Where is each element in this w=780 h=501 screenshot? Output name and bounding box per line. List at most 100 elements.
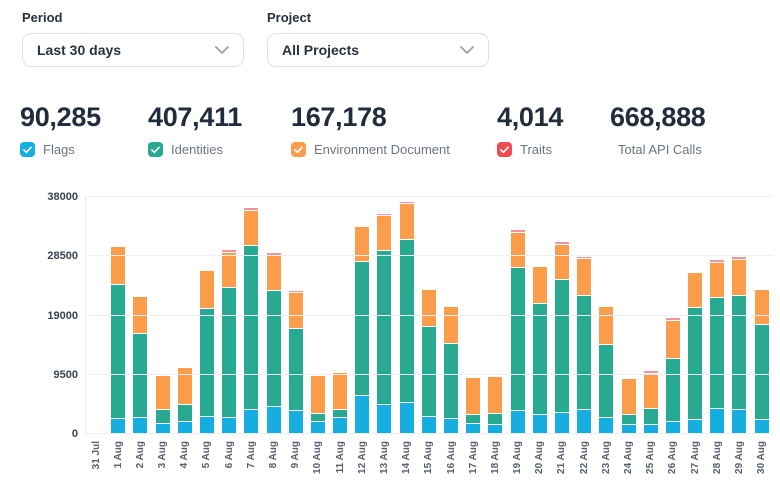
x-tick-label: 30 Aug <box>756 441 768 474</box>
bar-segment-environment-document <box>177 368 192 404</box>
bar-segment-traits <box>643 371 658 373</box>
bar-27-aug[interactable] <box>684 197 706 434</box>
check-icon <box>23 146 32 153</box>
x-tick-label: 27 Aug <box>689 441 701 474</box>
bar-segment-traits <box>577 256 592 259</box>
gridline <box>85 255 773 257</box>
bar-segment-flags <box>444 419 458 434</box>
bar-23-aug[interactable] <box>595 197 617 434</box>
bar-20-aug[interactable] <box>529 197 551 434</box>
check-icon <box>151 146 160 153</box>
check-icon <box>294 146 303 153</box>
bar-segment-flags <box>177 422 192 434</box>
bar-segment-flags <box>554 412 569 434</box>
bar-19-aug[interactable] <box>507 197 529 434</box>
bar-15-aug[interactable] <box>418 197 440 434</box>
y-tick-label: 9500 <box>53 368 78 381</box>
bar-14-aug[interactable] <box>396 197 418 434</box>
bar-6-aug[interactable] <box>218 197 240 434</box>
bar-22-aug[interactable] <box>573 197 595 434</box>
x-tick-label: 9 Aug <box>290 441 302 469</box>
bar-segment-environment-document <box>488 376 503 413</box>
traits-checkbox[interactable] <box>497 142 512 158</box>
bar-10-aug[interactable] <box>307 197 329 434</box>
bar-segment-identities <box>488 413 503 424</box>
bar-29-aug[interactable] <box>728 197 750 434</box>
bar-segment-flags <box>310 422 325 434</box>
bar-segment-flags <box>155 423 170 434</box>
bar-9-aug[interactable] <box>285 197 307 434</box>
bar-segment-identities <box>266 291 281 407</box>
bar-segment-environment-document <box>288 293 303 328</box>
gridline <box>85 373 773 375</box>
bar-4-aug[interactable] <box>174 197 196 434</box>
bar-7-aug[interactable] <box>240 197 262 434</box>
bar-segment-identities <box>111 284 126 419</box>
bar-segment-flags <box>532 414 547 434</box>
bar-21-aug[interactable] <box>551 197 573 434</box>
bar-28-aug[interactable] <box>706 197 728 434</box>
gridline <box>85 433 773 434</box>
bar-segment-identities <box>244 245 259 409</box>
bar-segment-flags <box>199 417 214 434</box>
bar-26-aug[interactable] <box>662 197 684 434</box>
bar-31-jul[interactable] <box>85 197 107 434</box>
bar-30-aug[interactable] <box>751 197 773 434</box>
bar-segment-flags <box>288 411 303 434</box>
bar-18-aug[interactable] <box>484 197 506 434</box>
bar-segment-identities <box>643 409 658 424</box>
bar-segment-identities <box>177 404 192 422</box>
bar-segment-environment-document <box>688 272 703 307</box>
bar-segment-flags <box>266 407 281 434</box>
bar-3-aug[interactable] <box>152 197 174 434</box>
bar-segment-environment-document <box>333 373 348 409</box>
bar-segment-traits <box>510 230 525 232</box>
x-tick-label: 18 Aug <box>489 441 501 474</box>
bar-16-aug[interactable] <box>440 197 462 434</box>
bar-segment-identities <box>399 239 414 402</box>
bar-segment-environment-document <box>754 290 769 325</box>
period-filter: Period Last 30 days <box>22 10 244 67</box>
x-tick-label: 23 Aug <box>600 441 612 474</box>
bar-segment-flags <box>333 418 348 434</box>
bar-segment-environment-document <box>155 375 170 409</box>
period-select[interactable]: Last 30 days <box>22 33 244 67</box>
y-tick-label: 0 <box>71 428 78 440</box>
bar-segment-environment-document <box>399 204 414 239</box>
bar-8-aug[interactable] <box>263 197 285 434</box>
bar-segment-environment-document <box>199 270 214 308</box>
bar-segment-identities <box>554 280 569 412</box>
bar-12-aug[interactable] <box>351 197 373 434</box>
bar-17-aug[interactable] <box>462 197 484 434</box>
project-select[interactable]: All Projects <box>267 33 489 67</box>
bar-segment-identities <box>133 334 148 418</box>
bar-segment-flags <box>621 425 636 434</box>
bar-segment-identities <box>377 250 392 404</box>
bar-segment-traits <box>665 318 680 320</box>
bar-13-aug[interactable] <box>373 197 395 434</box>
bar-segment-identities <box>288 328 303 411</box>
bar-segment-identities <box>688 307 703 419</box>
stat-label: Environment Document <box>314 142 450 158</box>
period-label: Period <box>22 10 63 25</box>
bar-11-aug[interactable] <box>329 197 351 434</box>
stat-flags: 90,285 Flags <box>20 102 101 158</box>
x-tick-label: 10 Aug <box>312 441 324 474</box>
bar-segment-traits <box>710 260 725 263</box>
bar-5-aug[interactable] <box>196 197 218 434</box>
environment-document-checkbox[interactable] <box>291 142 306 158</box>
bar-segment-environment-document <box>310 375 325 414</box>
plot-area <box>85 196 773 434</box>
y-tick-label: 19000 <box>47 309 78 322</box>
identities-checkbox[interactable] <box>148 142 163 158</box>
bar-1-aug[interactable] <box>107 197 129 434</box>
bars-container <box>85 197 773 434</box>
flags-checkbox[interactable] <box>20 142 35 158</box>
bar-segment-flags <box>111 419 126 434</box>
bar-segment-flags <box>244 409 259 434</box>
bar-segment-identities <box>421 326 436 417</box>
bar-segment-flags <box>643 424 658 434</box>
bar-2-aug[interactable] <box>129 197 151 434</box>
bar-24-aug[interactable] <box>618 197 640 434</box>
bar-25-aug[interactable] <box>640 197 662 434</box>
